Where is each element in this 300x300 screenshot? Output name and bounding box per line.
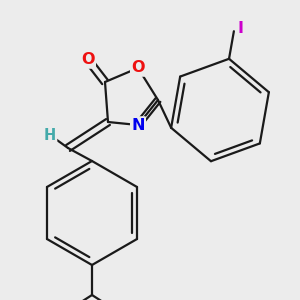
Text: H: H bbox=[44, 128, 56, 142]
Text: I: I bbox=[238, 21, 244, 36]
Text: N: N bbox=[131, 118, 145, 133]
Text: O: O bbox=[81, 52, 95, 68]
Text: O: O bbox=[131, 61, 145, 76]
